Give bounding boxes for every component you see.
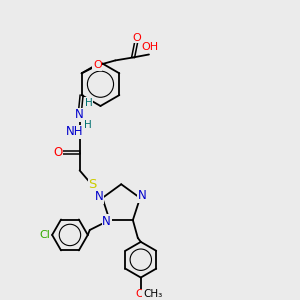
Text: H: H [84, 120, 92, 130]
Text: N: N [138, 190, 146, 202]
Text: OH: OH [141, 42, 158, 52]
Text: Cl: Cl [40, 230, 51, 240]
Text: O: O [135, 290, 144, 299]
Text: O: O [133, 33, 141, 43]
Text: N: N [102, 214, 111, 228]
Text: O: O [93, 60, 102, 70]
Text: NH: NH [66, 125, 83, 138]
Text: N: N [95, 190, 104, 203]
Text: N: N [75, 108, 84, 122]
Text: S: S [88, 178, 97, 191]
Text: H: H [85, 98, 92, 108]
Text: O: O [53, 146, 62, 159]
Text: CH₃: CH₃ [143, 290, 162, 299]
